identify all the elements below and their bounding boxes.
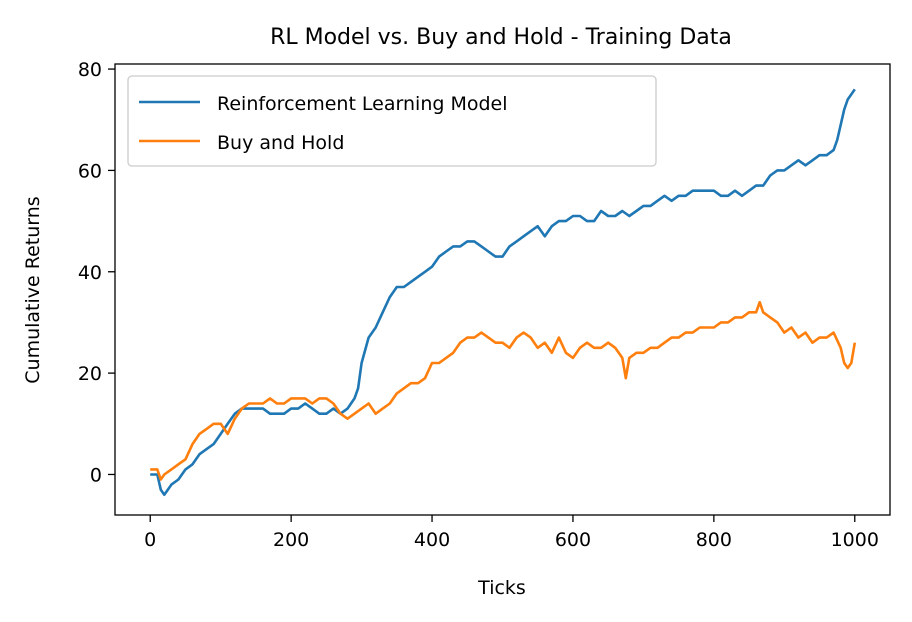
plot-area xyxy=(150,88,857,496)
x-tick-label: 0 xyxy=(144,529,156,551)
x-tick-label: 600 xyxy=(555,529,591,551)
y-tick-label: 60 xyxy=(78,160,102,182)
series-line-rl xyxy=(150,88,856,496)
y-tick-label: 80 xyxy=(78,59,102,81)
x-axis: 0 200 400 600 800 1000 xyxy=(144,515,879,551)
y-axis: 0 20 40 60 80 xyxy=(78,59,115,486)
legend-label-rl: Reinforcement Learning Model xyxy=(217,93,508,115)
y-tick-label: 40 xyxy=(78,262,102,284)
legend-box xyxy=(127,75,657,167)
x-axis-label: Ticks xyxy=(477,577,526,599)
x-tick-label: 200 xyxy=(273,529,309,551)
x-tick-label: 1000 xyxy=(831,529,879,551)
x-tick-label: 400 xyxy=(414,529,450,551)
y-tick-label: 20 xyxy=(78,363,102,385)
axes-frame xyxy=(114,63,891,516)
y-axis-label: Cumulative Returns xyxy=(22,196,44,383)
x-tick-label: 800 xyxy=(696,529,732,551)
legend: Reinforcement Learning Model Buy and Hol… xyxy=(127,75,657,167)
y-tick-label: 0 xyxy=(90,464,102,486)
legend-label-buy-hold: Buy and Hold xyxy=(217,132,344,154)
chart-title: RL Model vs. Buy and Hold - Training Dat… xyxy=(270,25,732,50)
series-line-buy-hold xyxy=(150,300,857,481)
